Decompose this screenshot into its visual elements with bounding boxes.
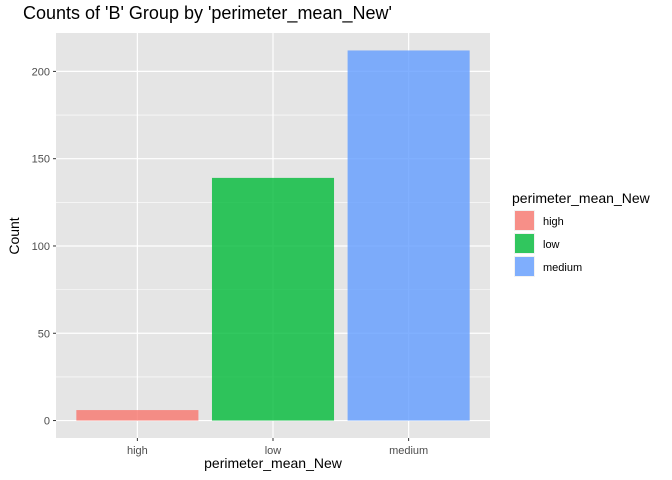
x-tick-label: high xyxy=(127,445,148,457)
legend-title: perimeter_mean_New xyxy=(512,190,651,206)
legend-label-medium: medium xyxy=(543,262,582,274)
x-axis: high low medium xyxy=(127,438,428,457)
legend-swatch-high xyxy=(515,211,534,230)
x-axis-title: perimeter_mean_New xyxy=(204,455,343,471)
bar-medium xyxy=(347,50,470,421)
x-tick-label: medium xyxy=(389,445,428,457)
y-tick-label: 150 xyxy=(32,154,50,166)
y-tick-label: 50 xyxy=(38,328,50,340)
y-tick-label: 100 xyxy=(32,241,50,253)
legend-label-low: low xyxy=(543,239,560,251)
bar-low xyxy=(211,177,335,421)
y-tick-label: 0 xyxy=(44,416,50,428)
y-axis: 0 50 100 150 200 xyxy=(32,66,56,428)
y-axis-title: Count xyxy=(6,217,22,254)
bar-high xyxy=(76,410,199,421)
legend-label-high: high xyxy=(543,216,564,228)
legend-items: high low medium xyxy=(514,210,582,277)
legend: perimeter_mean_New high low medium xyxy=(512,190,651,277)
y-tick-label: 200 xyxy=(32,66,50,78)
bars xyxy=(76,50,470,421)
legend-swatch-medium xyxy=(515,257,534,276)
chart-title: Counts of 'B' Group by 'perimeter_mean_N… xyxy=(23,3,392,24)
legend-swatch-low xyxy=(515,234,534,253)
x-tick-label: low xyxy=(265,445,282,457)
